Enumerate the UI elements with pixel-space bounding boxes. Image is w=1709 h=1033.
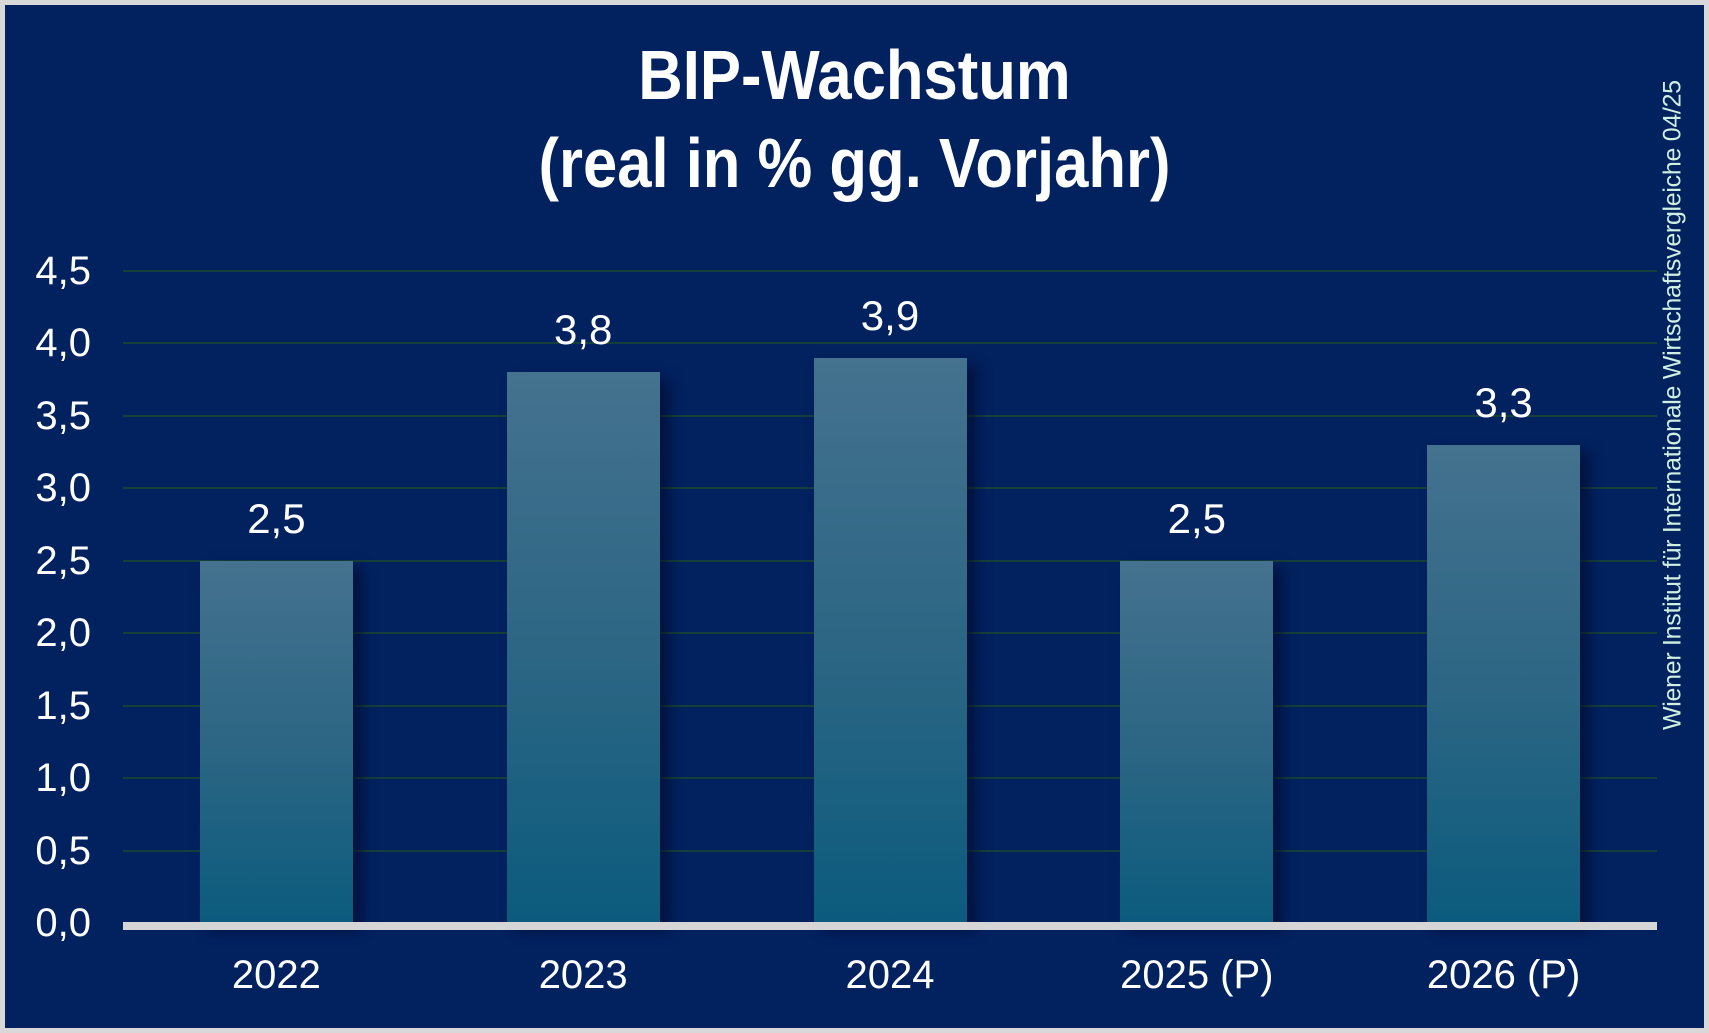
bar-value-label: 3,9 xyxy=(860,291,920,339)
gridline xyxy=(123,269,1657,272)
y-axis-tick-label: 4,5 xyxy=(35,248,91,293)
bar-value-label: 3,3 xyxy=(1474,378,1533,426)
bar-2026 (P) xyxy=(1427,444,1581,923)
x-axis-category-label: 2023 xyxy=(538,953,628,997)
y-axis-tick-label: 2,5 xyxy=(35,538,91,583)
y-axis-tick-label: 4,0 xyxy=(35,321,91,365)
y-axis-tick-label: 0,5 xyxy=(35,828,91,873)
bar-2022 xyxy=(199,560,353,923)
x-axis-line xyxy=(123,922,1657,930)
x-axis-category-label: 2026 (P) xyxy=(1426,953,1581,997)
y-axis-tick-label: 3,0 xyxy=(35,466,91,510)
bar-2024 xyxy=(813,357,967,923)
chart-title: BIP-Wachstum (real in % gg. Vorjahr) xyxy=(5,31,1704,207)
bar-value-label: 2,5 xyxy=(1167,494,1226,542)
bar-2025 (P) xyxy=(1120,560,1274,923)
x-axis-category-label: 2022 xyxy=(231,953,321,997)
bar-value-label: 3,8 xyxy=(553,306,613,353)
bar-value-label: 2,5 xyxy=(247,494,306,542)
x-axis-category-label: 2024 xyxy=(845,953,935,997)
y-axis-tick-label: 0,0 xyxy=(35,901,91,945)
y-axis-tick-label: 3,5 xyxy=(35,393,91,438)
y-axis-tick-label: 1,0 xyxy=(35,756,91,800)
source-label: Wiener Institut für Internationale Wirts… xyxy=(1658,80,1687,730)
gridline xyxy=(123,342,1657,344)
chart-title-line2: (real in % gg. Vorjahr) xyxy=(538,124,1171,202)
bar-2023 xyxy=(506,372,660,923)
y-axis-tick-label: 2,0 xyxy=(35,611,91,655)
y-axis-tick-label: 1,5 xyxy=(35,683,91,728)
x-axis-category-label: 2025 (P) xyxy=(1120,953,1274,997)
chart-title-line1: BIP-Wachstum xyxy=(638,36,1071,114)
